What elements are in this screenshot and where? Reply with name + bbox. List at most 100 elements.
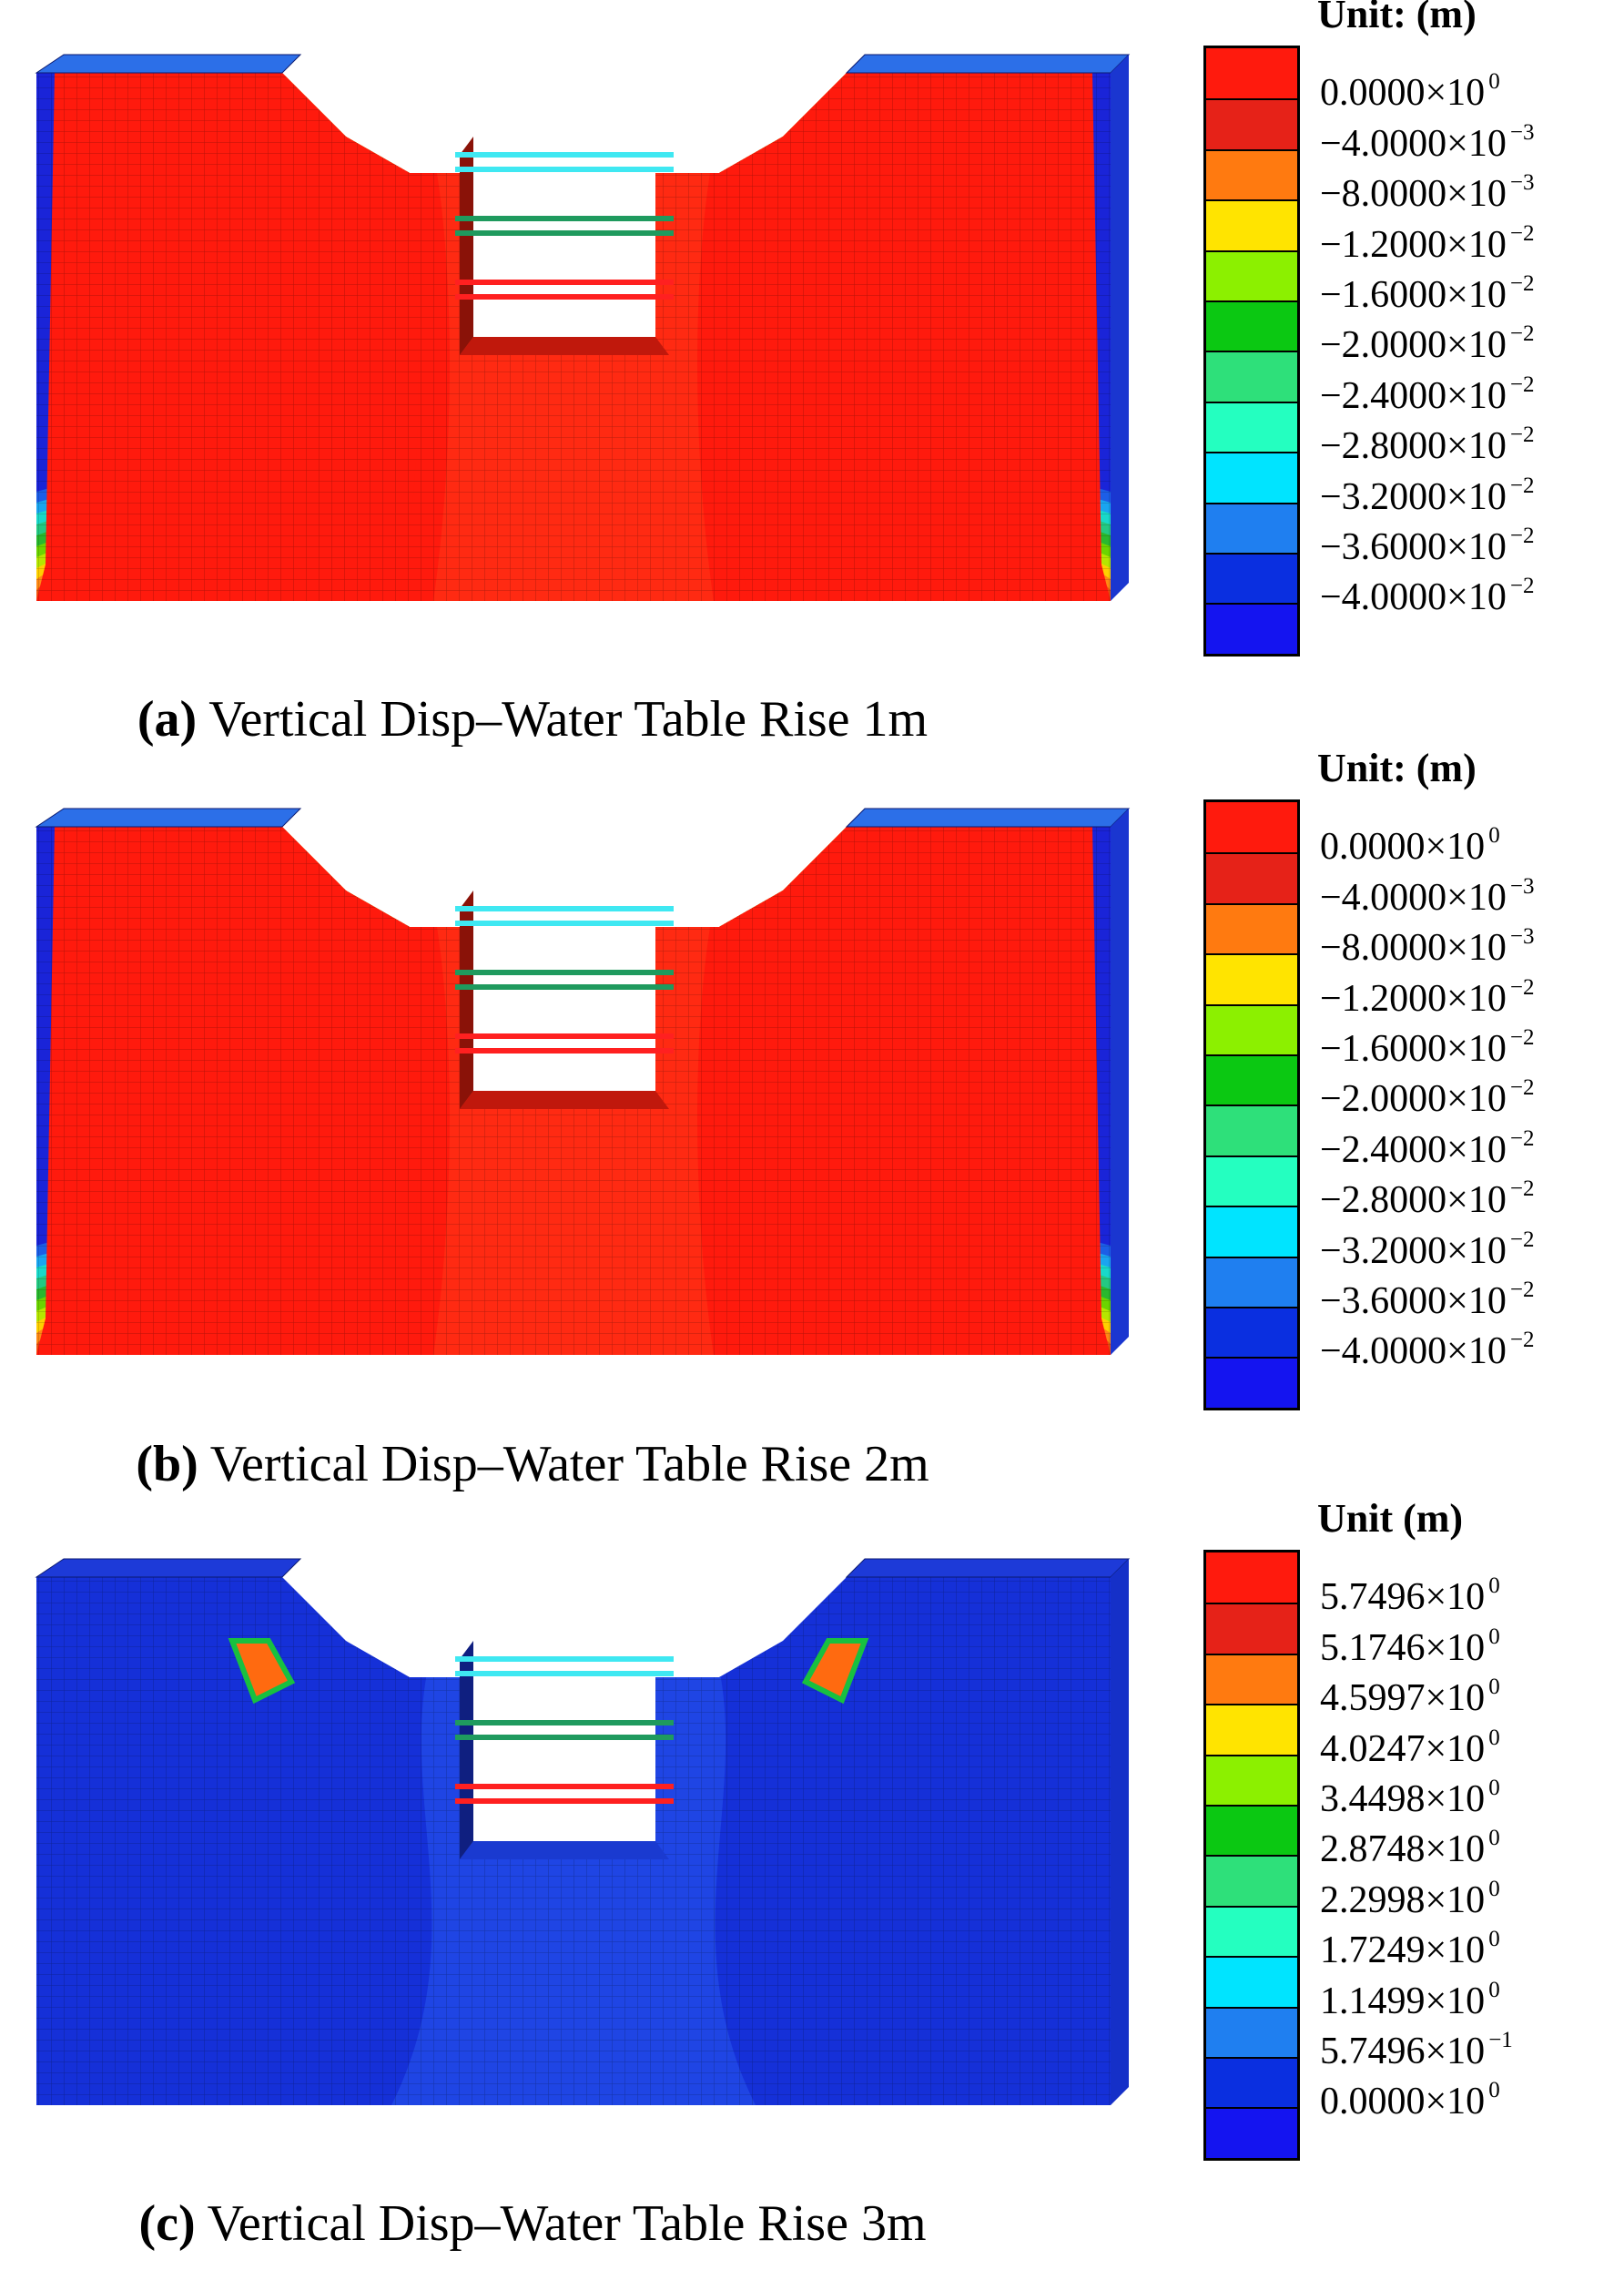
legend-label-mantissa: −1.2000×10 <box>1320 977 1507 1020</box>
legend-label-exponent: 0 <box>1488 1725 1500 1750</box>
pit-wall-left <box>460 137 473 355</box>
legend-label-exponent: 0 <box>1488 1776 1500 1800</box>
legend-swatch <box>1206 1256 1297 1307</box>
legend-label: −4.0000×10 −2 <box>1320 575 1534 619</box>
legend-label: 5.7496×10 0 <box>1320 1574 1500 1619</box>
legend-label-mantissa: −3.2000×10 <box>1320 475 1507 518</box>
legend-label-exponent: −2 <box>1509 271 1535 296</box>
legend-colorbar-b <box>1203 799 1300 1410</box>
legend-label-mantissa: −4.0000×10 <box>1320 1330 1507 1373</box>
legend-label: −2.0000×10 −2 <box>1320 1076 1534 1121</box>
legend-label: −3.6000×10 −2 <box>1320 1278 1534 1322</box>
legend-label-mantissa: −3.6000×10 <box>1320 1280 1507 1322</box>
pit-floor <box>460 337 669 355</box>
panel-c: (c) Vertical Disp–Water Table Rise 3m Un… <box>0 1496 1624 2270</box>
legend-label: −4.0000×10 −3 <box>1320 875 1534 919</box>
legend-label-mantissa: 4.0247×10 <box>1320 1727 1486 1770</box>
legend-label: −2.8000×10 −2 <box>1320 1177 1534 1222</box>
legend-label: 0.0000×10 0 <box>1320 2079 1500 2123</box>
legend-label: 0.0000×10 0 <box>1320 70 1500 115</box>
berm-hotspot <box>228 1638 296 1705</box>
legend-label-mantissa: 5.7496×10 <box>1320 1576 1486 1619</box>
caption-tag-c: (c) <box>138 2195 196 2252</box>
legend-swatch <box>1206 2056 1297 2108</box>
legend-label-mantissa: −2.8000×10 <box>1320 425 1507 468</box>
legend-swatch <box>1206 1905 1297 1957</box>
legend-swatch <box>1206 603 1297 654</box>
model-top-surface <box>35 1558 1131 1578</box>
legend-label-mantissa: −2.8000×10 <box>1320 1179 1507 1222</box>
legend-label: −1.6000×10 −2 <box>1320 1026 1534 1070</box>
model-top-surface <box>35 54 1131 74</box>
legend-swatch <box>1206 249 1297 300</box>
legend-label: 1.7249×10 0 <box>1320 1928 1500 1972</box>
legend-swatch <box>1206 1206 1297 1257</box>
legend-swatch <box>1206 48 1297 99</box>
legend-label: 4.0247×10 0 <box>1320 1726 1500 1770</box>
caption-text-b: Vertical Disp–Water Table Rise 2m <box>209 1436 929 1492</box>
legend-swatch <box>1206 98 1297 149</box>
legend-label-exponent: 0 <box>1488 69 1500 95</box>
legend-label-exponent: −2 <box>1509 524 1535 548</box>
legend-label-mantissa: −3.2000×10 <box>1320 1229 1507 1272</box>
legend-swatch <box>1206 1804 1297 1856</box>
legend-swatch <box>1206 1104 1297 1155</box>
legend-label: −3.2000×10 −2 <box>1320 474 1534 518</box>
caption-text-a: Vertical Disp–Water Table Rise 1m <box>208 691 929 748</box>
model-side-face <box>1111 1559 1129 2105</box>
legend-label: 1.1499×10 0 <box>1320 1979 1500 2021</box>
legend-label-exponent: −2 <box>1509 1278 1535 1302</box>
legend-label-exponent: −3 <box>1509 170 1535 196</box>
pit-wall-left <box>460 891 473 1109</box>
caption-text-c: Vertical Disp–Water Table Rise 3m <box>207 2195 927 2252</box>
legend-colorbar-a <box>1203 46 1300 657</box>
legend-label: 5.7496×10 −1 <box>1320 2029 1513 2071</box>
legend-label-mantissa: −2.0000×10 <box>1320 1078 1507 1121</box>
legend-swatch <box>1206 1155 1297 1206</box>
legend-label-exponent: 0 <box>1488 1573 1500 1599</box>
legend-unit-a: Unit: (m) <box>1317 0 1477 36</box>
legend-swatch <box>1206 1003 1297 1054</box>
legend-label-mantissa: 1.7249×10 <box>1320 1929 1486 1972</box>
legend-swatch <box>1206 802 1297 853</box>
legend-label-exponent: −2 <box>1509 1025 1535 1050</box>
legend-swatch <box>1206 552 1297 604</box>
legend-label-mantissa: −1.6000×10 <box>1320 274 1507 316</box>
legend-swatch <box>1206 1855 1297 1906</box>
legend-label: −2.8000×10 −2 <box>1320 423 1534 468</box>
model-figure-c <box>35 1558 1131 2105</box>
legend-label-mantissa: −4.0000×10 <box>1320 576 1507 619</box>
legend-label-mantissa: 0.0000×10 <box>1320 72 1486 115</box>
legend-swatch <box>1206 953 1297 1004</box>
legend-label: −3.2000×10 −2 <box>1320 1228 1534 1272</box>
caption-b: (b) Vertical Disp–Water Table Rise 2m <box>0 1435 1065 1493</box>
legend-label: −1.6000×10 −2 <box>1320 272 1534 316</box>
legend-label: 5.1746×10 0 <box>1320 1625 1500 1667</box>
legend-label-exponent: −2 <box>1509 1227 1535 1252</box>
legend-label-mantissa: −1.6000×10 <box>1320 1028 1507 1070</box>
legend-label-exponent: 0 <box>1488 1927 1500 1952</box>
panel-b: (b) Vertical Disp–Water Table Rise 2m Un… <box>0 746 1624 1510</box>
legend-label: 2.8748×10 0 <box>1320 1827 1500 1868</box>
legend-swatch <box>1206 199 1297 250</box>
model-figure-b <box>35 808 1131 1355</box>
legend-label-mantissa: 2.2998×10 <box>1320 1878 1486 1921</box>
legend-label: −8.0000×10 −3 <box>1320 171 1534 213</box>
legend-label-mantissa: −4.0000×10 <box>1320 876 1507 919</box>
excavation-pit <box>473 1641 655 1841</box>
legend-label-mantissa: −1.2000×10 <box>1320 223 1507 266</box>
legend-label: −8.0000×10 −3 <box>1320 925 1534 967</box>
legend-swatch <box>1206 502 1297 553</box>
legend-label-exponent: 0 <box>1488 823 1500 849</box>
legend-label-exponent: 0 <box>1488 1826 1500 1851</box>
legend-label-mantissa: −2.0000×10 <box>1320 324 1507 367</box>
legend-label-exponent: 0 <box>1488 1675 1500 1700</box>
legend-label-exponent: 0 <box>1488 1977 1500 2002</box>
legend-swatch <box>1206 1653 1297 1705</box>
legend-colorbar-c <box>1203 1550 1300 2161</box>
legend-label-exponent: −2 <box>1509 574 1535 599</box>
legend-label-mantissa: 0.0000×10 <box>1320 2081 1486 2123</box>
legend-label: −1.2000×10 −2 <box>1320 976 1534 1020</box>
legend-label: −4.0000×10 −2 <box>1320 1328 1534 1373</box>
legend-label-exponent: 0 <box>1488 1624 1500 1649</box>
